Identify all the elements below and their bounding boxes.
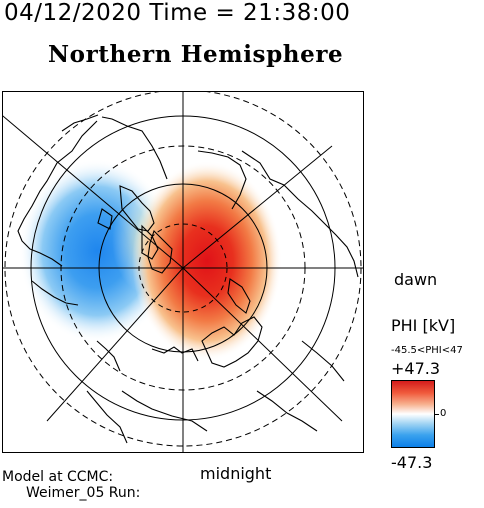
colorbar (391, 380, 435, 448)
colorbar-zero-tick (434, 414, 439, 415)
meridian-line (46, 267, 184, 422)
midnight-label: midnight (200, 464, 272, 483)
model-info-line1: Model at CCMC: (2, 469, 114, 485)
model-info-line2: Weimer_05 Run: (26, 485, 141, 501)
colorbar-max-label: +47.3 (391, 359, 441, 378)
meridian-line (2, 114, 184, 269)
colorbar-zero-label: 0 (440, 408, 447, 419)
meridian-line (182, 267, 343, 422)
coastlines (17, 114, 359, 444)
colorbar-min-label: -47.3 (391, 453, 433, 472)
colorbar-title: PHI [kV] (391, 316, 456, 335)
positive-potential-cell (132, 161, 282, 361)
polar-map (2, 91, 364, 453)
dawn-label: dawn (394, 270, 438, 289)
map-title: Northern Hemisphere (48, 41, 344, 68)
colorbar-range: -45.5<PHI<47 (391, 346, 463, 356)
header-datetime: 04/12/2020 Time = 21:38:00 (4, 0, 351, 26)
meridian-line (182, 145, 333, 269)
